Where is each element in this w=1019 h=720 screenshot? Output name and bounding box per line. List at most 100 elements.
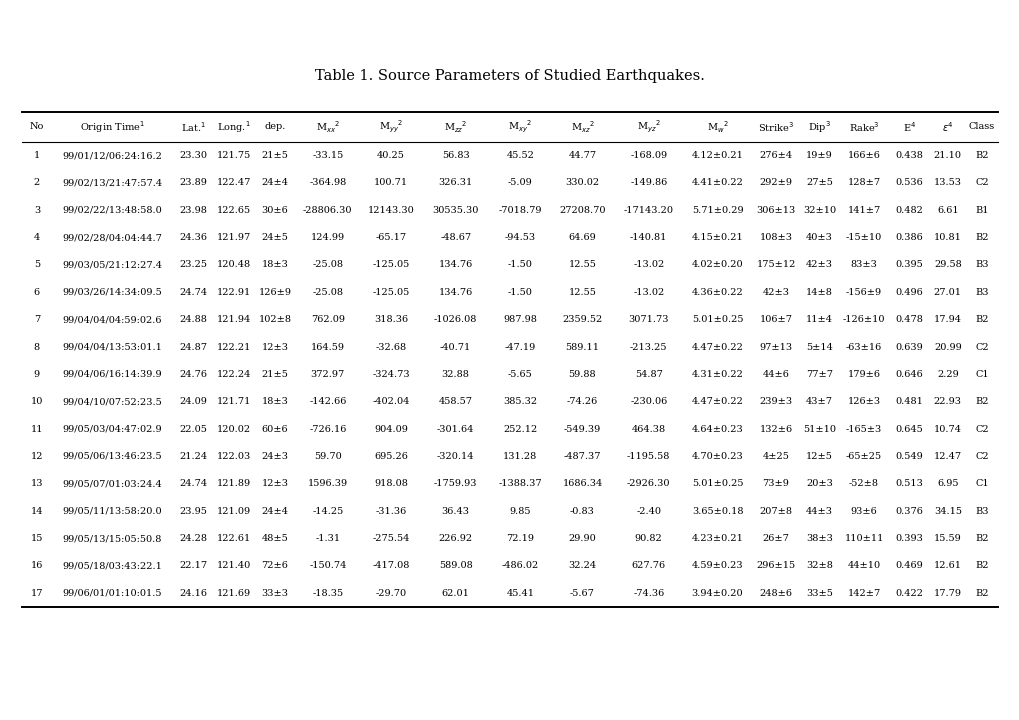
Text: 0.496: 0.496 xyxy=(895,288,922,297)
Text: 45.52: 45.52 xyxy=(505,151,534,160)
Text: 226.92: 226.92 xyxy=(438,534,472,543)
Text: 4.64±0.23: 4.64±0.23 xyxy=(691,425,743,433)
Text: 22.17: 22.17 xyxy=(179,562,207,570)
Text: 4.59±0.23: 4.59±0.23 xyxy=(691,562,743,570)
Text: 6: 6 xyxy=(34,288,40,297)
Text: 22.93: 22.93 xyxy=(933,397,961,406)
Text: -487.37: -487.37 xyxy=(564,452,600,461)
Text: 120.02: 120.02 xyxy=(216,425,251,433)
Text: 122.24: 122.24 xyxy=(216,370,251,379)
Text: Origin Time$^1$: Origin Time$^1$ xyxy=(79,119,145,135)
Text: 108±3: 108±3 xyxy=(759,233,792,242)
Text: -52±8: -52±8 xyxy=(848,480,878,488)
Text: -31.36: -31.36 xyxy=(375,507,407,516)
Text: 10.74: 10.74 xyxy=(933,425,961,433)
Text: 0.536: 0.536 xyxy=(895,179,922,187)
Text: Strike$^3$: Strike$^3$ xyxy=(757,120,793,134)
Text: -213.25: -213.25 xyxy=(630,343,666,351)
Text: 12.61: 12.61 xyxy=(933,562,961,570)
Text: 27±5: 27±5 xyxy=(805,179,833,187)
Text: 175±12: 175±12 xyxy=(756,261,795,269)
Text: 122.21: 122.21 xyxy=(216,343,251,351)
Text: 24.87: 24.87 xyxy=(179,343,207,351)
Text: 38±3: 38±3 xyxy=(805,534,833,543)
Text: 121.75: 121.75 xyxy=(216,151,251,160)
Text: 385.32: 385.32 xyxy=(502,397,537,406)
Text: -1026.08: -1026.08 xyxy=(433,315,477,324)
Text: 330.02: 330.02 xyxy=(565,179,599,187)
Text: 10: 10 xyxy=(31,397,43,406)
Text: 17.94: 17.94 xyxy=(933,315,961,324)
Text: -125.05: -125.05 xyxy=(372,261,410,269)
Text: 10.81: 10.81 xyxy=(933,233,961,242)
Text: 122.03: 122.03 xyxy=(216,452,251,461)
Text: 5.01±0.25: 5.01±0.25 xyxy=(691,480,743,488)
Text: -7018.79: -7018.79 xyxy=(498,206,541,215)
Text: -40.71: -40.71 xyxy=(439,343,471,351)
Text: 122.65: 122.65 xyxy=(216,206,251,215)
Text: -275.54: -275.54 xyxy=(372,534,410,543)
Text: 0.549: 0.549 xyxy=(895,452,922,461)
Text: 99/03/05/21:12:27.4: 99/03/05/21:12:27.4 xyxy=(62,261,162,269)
Text: 124.99: 124.99 xyxy=(311,233,344,242)
Text: 15.59: 15.59 xyxy=(933,534,961,543)
Text: B2: B2 xyxy=(974,315,987,324)
Text: -25.08: -25.08 xyxy=(312,261,343,269)
Text: -29.70: -29.70 xyxy=(375,589,407,598)
Text: 99/03/26/14:34:09.5: 99/03/26/14:34:09.5 xyxy=(62,288,162,297)
Text: 126±9: 126±9 xyxy=(258,288,291,297)
Text: -2926.30: -2926.30 xyxy=(627,480,669,488)
Text: 18±3: 18±3 xyxy=(261,261,288,269)
Text: 0.478: 0.478 xyxy=(895,315,922,324)
Text: M$_w$$^2$: M$_w$$^2$ xyxy=(706,119,728,135)
Text: 99/02/22/13:48:58.0: 99/02/22/13:48:58.0 xyxy=(62,206,162,215)
Text: 99/05/06/13:46:23.5: 99/05/06/13:46:23.5 xyxy=(62,452,162,461)
Text: 24±4: 24±4 xyxy=(261,179,288,187)
Text: 44±3: 44±3 xyxy=(805,507,833,516)
Text: $\varepsilon$$^4$: $\varepsilon$$^4$ xyxy=(942,120,953,134)
Text: 121.40: 121.40 xyxy=(216,562,251,570)
Text: 4.47±0.22: 4.47±0.22 xyxy=(691,343,743,351)
Text: 4.02±0.20: 4.02±0.20 xyxy=(691,261,743,269)
Text: -320.14: -320.14 xyxy=(436,452,474,461)
Text: -18.35: -18.35 xyxy=(312,589,343,598)
Text: 11: 11 xyxy=(31,425,43,433)
Text: 122.47: 122.47 xyxy=(216,179,251,187)
Text: M$_{xx}$$^2$: M$_{xx}$$^2$ xyxy=(316,119,339,135)
Text: -301.64: -301.64 xyxy=(436,425,474,433)
Text: -1.50: -1.50 xyxy=(507,261,532,269)
Text: 24±5: 24±5 xyxy=(261,233,288,242)
Text: -1.50: -1.50 xyxy=(507,288,532,297)
Text: 2: 2 xyxy=(34,179,40,187)
Text: 5.01±0.25: 5.01±0.25 xyxy=(691,315,743,324)
Text: 695.26: 695.26 xyxy=(374,452,408,461)
Text: 589.08: 589.08 xyxy=(438,562,472,570)
Text: 4.36±0.22: 4.36±0.22 xyxy=(691,288,743,297)
Text: 40±3: 40±3 xyxy=(805,233,833,242)
Text: 19±9: 19±9 xyxy=(805,151,833,160)
Text: 5.71±0.29: 5.71±0.29 xyxy=(691,206,743,215)
Text: 0.376: 0.376 xyxy=(895,507,922,516)
Text: -14.25: -14.25 xyxy=(312,507,343,516)
Text: 918.08: 918.08 xyxy=(374,480,408,488)
Text: 4.12±0.21: 4.12±0.21 xyxy=(691,151,743,160)
Text: 179±6: 179±6 xyxy=(847,370,879,379)
Text: 21.24: 21.24 xyxy=(179,452,207,461)
Text: 0.393: 0.393 xyxy=(895,534,922,543)
Text: 126±3: 126±3 xyxy=(847,397,879,406)
Text: 26±7: 26±7 xyxy=(762,534,789,543)
Text: 15: 15 xyxy=(31,534,43,543)
Text: -150.74: -150.74 xyxy=(309,562,346,570)
Text: 5: 5 xyxy=(34,261,40,269)
Text: 141±7: 141±7 xyxy=(847,206,879,215)
Text: -417.08: -417.08 xyxy=(372,562,410,570)
Text: 248±6: 248±6 xyxy=(759,589,792,598)
Text: 24±4: 24±4 xyxy=(261,507,288,516)
Text: -47.19: -47.19 xyxy=(504,343,535,351)
Text: 36.43: 36.43 xyxy=(441,507,469,516)
Text: 2359.52: 2359.52 xyxy=(561,315,602,324)
Text: 134.76: 134.76 xyxy=(438,288,473,297)
Text: 29.90: 29.90 xyxy=(568,534,596,543)
Text: 43±7: 43±7 xyxy=(805,397,833,406)
Text: 42±3: 42±3 xyxy=(805,261,833,269)
